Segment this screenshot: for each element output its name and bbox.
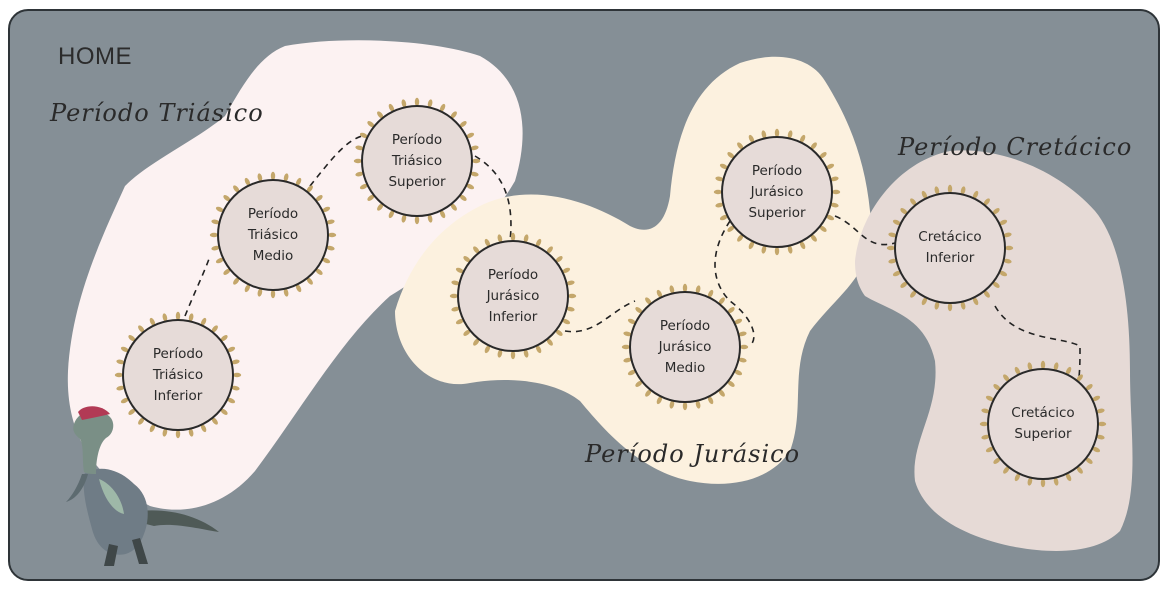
node-label: Período Triásico Medio: [247, 205, 299, 264]
node-label: Período Triásico Inferior: [152, 345, 204, 404]
home-link[interactable]: HOME: [58, 43, 132, 70]
period-title-jurasico: Período Jurásico: [585, 440, 801, 468]
node-circle[interactable]: Período Triásico Inferior: [122, 319, 234, 431]
node-circle[interactable]: Cretácico Inferior: [894, 192, 1006, 304]
period-title-triasico: Período Triásico: [50, 99, 264, 127]
node-label: Período Jurásico Medio: [658, 317, 712, 376]
node-circle[interactable]: Cretácico Superior: [987, 368, 1099, 480]
node-circle[interactable]: Período Jurásico Superior: [721, 136, 833, 248]
node-label: Período Jurásico Inferior: [486, 266, 540, 325]
dinosaur-icon: [66, 406, 219, 566]
node-label: Cretácico Inferior: [918, 229, 982, 266]
timeline-connectors: [184, 135, 1081, 387]
node-circle[interactable]: Período Triásico Medio: [217, 179, 329, 291]
node-label: Cretácico Superior: [1011, 405, 1075, 442]
map-container: HOME Período Triásico Período Jurásico P…: [8, 9, 1160, 581]
period-title-cretacico: Período Cretácico: [898, 133, 1133, 161]
node-circle[interactable]: Período Jurásico Inferior: [457, 240, 569, 352]
region-cretacico: [855, 150, 1133, 552]
node-circle[interactable]: Período Jurásico Medio: [629, 291, 741, 403]
node-label: Período Jurásico Superior: [748, 162, 806, 221]
node-label: Período Triásico Superior: [388, 131, 446, 190]
node-circle[interactable]: Período Triásico Superior: [361, 105, 473, 217]
